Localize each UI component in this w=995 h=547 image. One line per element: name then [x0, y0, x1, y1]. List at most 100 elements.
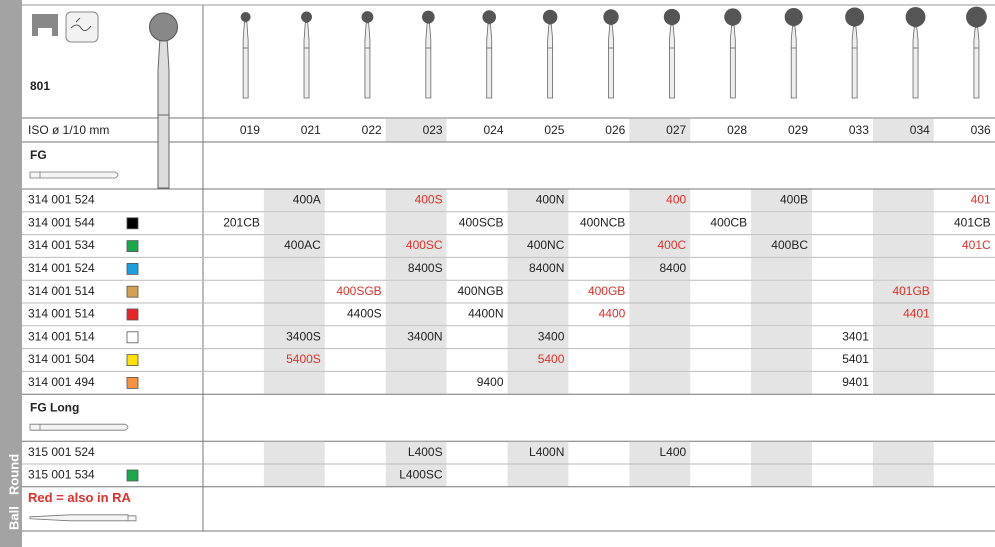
column-shade	[263, 349, 325, 371]
bur-head	[421, 10, 435, 24]
cell-value: 400A	[293, 193, 321, 207]
column-shade	[385, 280, 447, 303]
bur-head	[784, 7, 803, 27]
cell-value: 4400N	[468, 307, 503, 321]
cell-value: 400C	[658, 238, 687, 252]
cell-value: 8400	[659, 261, 686, 275]
column-label: 024	[483, 123, 503, 137]
column-shade	[629, 349, 691, 371]
bur-head	[905, 7, 926, 27]
column-shade	[751, 441, 812, 464]
column-shade	[629, 212, 691, 235]
cell-value: L400N	[529, 445, 564, 459]
bur-shape	[242, 21, 249, 99]
cell-value: 401C	[962, 238, 991, 252]
column-shade	[629, 464, 691, 487]
column-label: 022	[362, 123, 382, 137]
column-shade	[385, 235, 447, 257]
column-shade	[385, 371, 447, 394]
row-code: 314 001 514	[28, 284, 95, 298]
column-label: 027	[666, 123, 686, 137]
bur-head	[361, 11, 374, 23]
large-bur-head	[149, 12, 178, 42]
column-shade	[629, 441, 691, 464]
cell-value: 400GB	[588, 284, 625, 298]
column-shade	[385, 189, 447, 212]
bur-shape	[851, 26, 858, 99]
column-shade	[751, 464, 812, 487]
bur-shape	[425, 22, 432, 99]
side-strip	[0, 0, 22, 547]
cell-value: 400B	[780, 193, 808, 207]
color-swatch	[126, 308, 139, 321]
column-label: 026	[605, 123, 625, 137]
column-shade	[872, 349, 934, 371]
column-shade	[751, 257, 812, 280]
column-shade	[751, 189, 812, 212]
color-swatch	[126, 354, 139, 367]
cell-value: 4400	[599, 307, 626, 321]
column-shade	[751, 212, 812, 235]
cell-value: 4400S	[347, 307, 382, 321]
column-shade	[507, 326, 569, 349]
cell-value: 400SGB	[336, 284, 381, 298]
column-label: 028	[727, 123, 747, 137]
column-shade	[629, 280, 691, 303]
column-shade	[263, 303, 325, 326]
color-swatch	[126, 469, 139, 482]
column-shade	[263, 257, 325, 280]
column-label: 036	[971, 123, 991, 137]
column-shade	[263, 212, 325, 235]
column-shade	[385, 441, 447, 464]
column-shade	[263, 189, 325, 212]
column-shade	[507, 371, 569, 394]
bur-head	[482, 10, 497, 24]
bur-head	[542, 9, 558, 25]
cell-value: 400AC	[284, 238, 321, 252]
row-code: 314 001 544	[28, 215, 95, 229]
cell-value: 400S	[415, 193, 443, 207]
cell-value: 3400N	[407, 329, 442, 343]
column-label: 029	[788, 123, 808, 137]
column-shade	[263, 235, 325, 257]
color-swatch	[126, 240, 139, 253]
column-label: 033	[849, 123, 869, 137]
bur-shape	[303, 22, 310, 99]
column-shade	[507, 441, 569, 464]
column-shade	[263, 280, 325, 303]
column-shade	[385, 326, 447, 349]
iso-label: ISO ø 1/10 mm	[28, 123, 109, 137]
column-shade	[263, 464, 325, 487]
bur-head	[966, 6, 987, 28]
cell-value: L400S	[408, 445, 443, 459]
column-shade	[629, 189, 691, 212]
bur-head	[603, 9, 619, 25]
cell-value: 201CB	[223, 215, 260, 229]
column-shade	[629, 235, 691, 257]
bur-shape	[790, 25, 797, 99]
bur-shape	[912, 26, 919, 99]
column-label: 019	[240, 123, 260, 137]
column-shade	[263, 441, 325, 464]
column-shade	[507, 280, 569, 303]
cell-value: 400BC	[771, 238, 808, 252]
column-shade	[263, 326, 325, 349]
column-shade	[872, 189, 934, 212]
column-shade	[872, 464, 934, 487]
column-shade	[385, 303, 447, 326]
color-swatch	[126, 285, 139, 298]
column-shade	[507, 212, 569, 235]
row-code: 314 001 514	[28, 307, 95, 321]
cell-value: 400CB	[710, 215, 747, 229]
tool-outline	[29, 514, 137, 522]
cell-value: 400NC	[527, 238, 565, 252]
column-shade	[385, 464, 447, 487]
column-shade	[507, 235, 569, 257]
color-swatch	[126, 331, 139, 344]
column-shade	[751, 349, 812, 371]
bur-head	[240, 12, 251, 22]
column-label: 034	[910, 123, 930, 137]
bur-head	[301, 11, 312, 23]
cell-value: 401CB	[954, 215, 991, 229]
cell-value: 4401	[903, 307, 930, 321]
